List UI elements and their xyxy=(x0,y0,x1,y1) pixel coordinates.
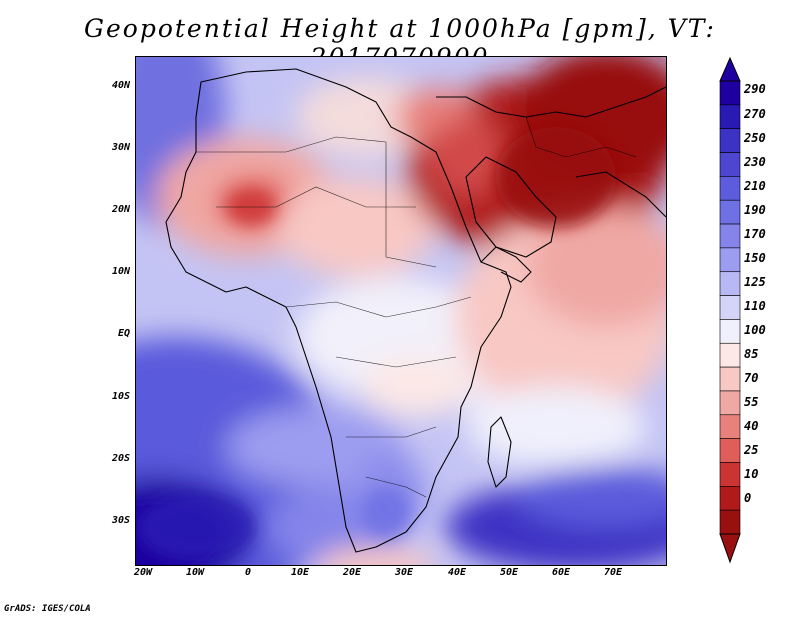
colorbar-cell xyxy=(719,199,741,225)
colorbar-label: 190 xyxy=(744,203,766,217)
colorbar-cell xyxy=(719,319,741,344)
lon-label-70e: 70E xyxy=(603,567,623,578)
colorbar-cell xyxy=(719,295,741,320)
colorbar-top-arrow xyxy=(719,56,741,82)
border-congo xyxy=(335,356,457,368)
colorbar-cell xyxy=(719,176,741,201)
map-panel xyxy=(135,56,667,566)
persian-coast xyxy=(575,171,666,218)
colorbar-label: 230 xyxy=(744,155,766,169)
colorbar-cells xyxy=(719,80,741,535)
lat-label-20s: 20S xyxy=(111,453,130,464)
lon-label-0: 0 xyxy=(244,567,252,578)
border-central xyxy=(285,296,472,318)
colorbar-cell xyxy=(719,104,741,129)
lon-label-40e: 40E xyxy=(447,567,467,578)
map-canvas xyxy=(136,57,666,565)
country-borders xyxy=(196,116,637,498)
border-middle-east xyxy=(525,116,637,158)
colorbar-label: 110 xyxy=(744,299,766,313)
colorbar-cell xyxy=(719,462,741,487)
colorbar-cell xyxy=(719,414,741,439)
lat-label-30s: 30S xyxy=(111,515,130,526)
colorbar-cell xyxy=(719,80,741,106)
colorbar-label: 270 xyxy=(744,107,766,121)
border-sahel xyxy=(216,186,416,208)
colorbar-label: 0 xyxy=(744,491,752,505)
arabian-peninsula xyxy=(465,156,557,258)
colorbar-cell xyxy=(719,128,741,153)
colorbar-label: 55 xyxy=(744,395,759,409)
lat-label-10s: 10S xyxy=(111,391,130,402)
lon-label-10e: 10E xyxy=(290,567,310,578)
africa-coast xyxy=(165,68,512,553)
colorbar-cell xyxy=(719,342,741,368)
colorbar-cell xyxy=(719,366,741,392)
colorbar-label: 290 xyxy=(744,82,766,96)
colorbar-label: 210 xyxy=(744,179,766,193)
colorbar-cell xyxy=(719,438,741,463)
colorbar-cell xyxy=(719,152,741,177)
border-egypt-sudan xyxy=(385,142,437,268)
lon-label-50e: 50E xyxy=(499,567,519,578)
colorbar-label: 150 xyxy=(744,251,766,265)
coastlines xyxy=(165,68,666,553)
lon-label-10w: 10W xyxy=(185,567,205,578)
height-field-detail xyxy=(136,127,616,562)
colorbar-label: 170 xyxy=(744,227,766,241)
madagascar xyxy=(487,416,512,488)
colorbar-label: 125 xyxy=(744,275,766,289)
colorbar-cell xyxy=(719,390,741,416)
colorbar-label: 40 xyxy=(744,419,759,433)
colorbar-label: 85 xyxy=(744,347,759,361)
horn-of-africa xyxy=(480,246,532,283)
height-field xyxy=(136,57,666,565)
colorbar-cell xyxy=(719,486,741,511)
lat-label-10n: 10N xyxy=(111,266,130,277)
eurasia-coast-north xyxy=(436,86,666,118)
colorbar-cell xyxy=(719,223,741,249)
lon-label-20w: 20W xyxy=(133,567,153,578)
colorbar-label: 250 xyxy=(744,131,766,145)
colorbar-label: 70 xyxy=(744,371,759,385)
colorbar-label: 25 xyxy=(744,443,759,457)
lon-label-30e: 30E xyxy=(394,567,414,578)
lat-label-30n: 30N xyxy=(111,142,130,153)
lat-label-20n: 20N xyxy=(111,204,130,215)
credit-text: GrADS: IGES/COLA xyxy=(4,604,91,614)
lat-label-40n: 40N xyxy=(111,80,130,91)
border-south-africa xyxy=(365,476,427,498)
lat-label-eq: EQ xyxy=(117,328,130,339)
colorbar-label: 10 xyxy=(744,467,759,481)
border-south xyxy=(346,426,437,438)
colorbar-cell xyxy=(719,271,741,296)
lon-label-60e: 60E xyxy=(551,567,571,578)
colorbar-bottom-arrow xyxy=(719,533,741,564)
colorbar-bar xyxy=(719,56,741,564)
colorbar-cell xyxy=(719,509,741,535)
colorbar-label: 100 xyxy=(744,323,766,337)
colorbar-cell xyxy=(719,247,741,273)
border-maghreb xyxy=(196,136,387,153)
lon-label-20e: 20E xyxy=(342,567,362,578)
